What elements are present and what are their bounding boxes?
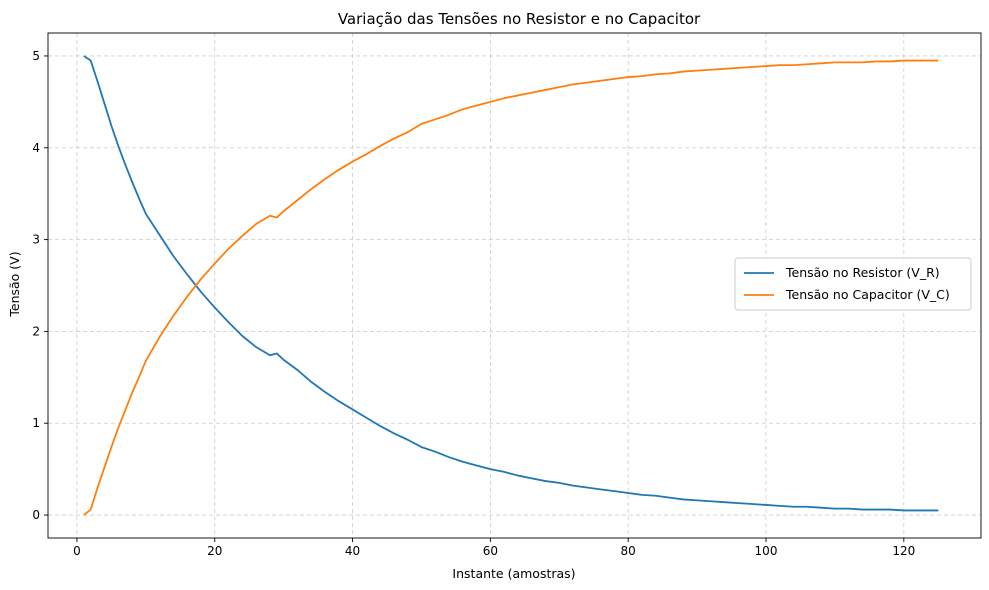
plot-frame	[47, 32, 982, 539]
x-tick-label: 120	[892, 544, 915, 558]
series-line-resistor	[83, 55, 939, 512]
x-tick-label: 80	[621, 544, 636, 558]
x-tick-label: 100	[755, 544, 778, 558]
x-axis-label: Instante (amostras)	[452, 566, 575, 581]
legend: Tensão no Resistor (V_R) Tensão no Capac…	[734, 257, 972, 311]
y-tick-label: 1	[32, 416, 40, 430]
axis-ticks: 0 20 40 60 80 100 120 0 1 2 3 4 5	[32, 49, 915, 558]
y-tick-label: 3	[32, 233, 40, 247]
y-tick-label: 0	[32, 508, 40, 522]
series-line-capacitor	[83, 59, 939, 516]
x-tick-label: 0	[73, 544, 81, 558]
y-tick-label: 5	[32, 49, 40, 63]
y-axis-label: Tensão (V)	[7, 251, 22, 317]
legend-box	[734, 257, 972, 311]
series-layer	[83, 55, 939, 516]
y-tick-label: 2	[32, 324, 40, 338]
chart-title: Variação das Tensões no Resistor e no Ca…	[338, 10, 701, 28]
x-tick-label: 20	[207, 544, 222, 558]
legend-label-resistor: Tensão no Resistor (V_R)	[785, 265, 940, 280]
x-tick-label: 40	[345, 544, 360, 558]
y-tick-label: 4	[32, 141, 40, 155]
legend-label-capacitor: Tensão no Capacitor (V_C)	[785, 287, 950, 302]
x-tick-label: 60	[483, 544, 498, 558]
